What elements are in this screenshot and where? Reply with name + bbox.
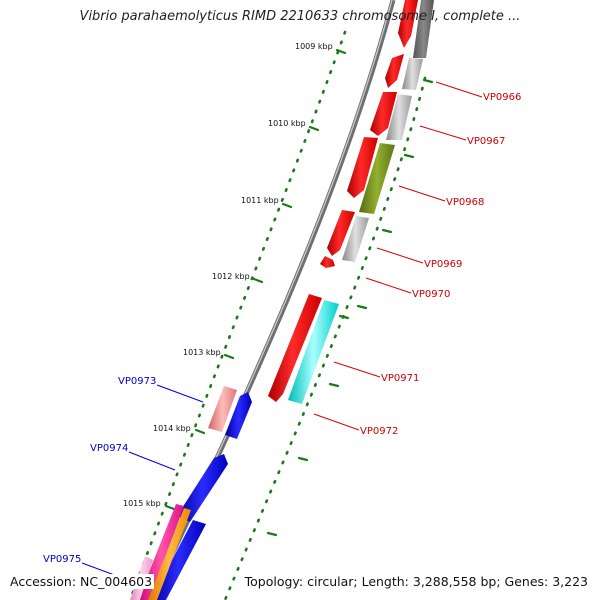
- tick-mark: [335, 48, 347, 55]
- tick-label: 1009 kbp: [295, 42, 333, 51]
- scale-track: [128, 30, 347, 600]
- gene-label-leaders: [81, 81, 483, 581]
- gene-label-vp0967[interactable]: VP0967: [467, 136, 505, 147]
- gene-label-vp0974[interactable]: VP0974: [90, 443, 128, 454]
- gene-arrow[interactable]: [342, 216, 369, 262]
- tick-mark: [266, 531, 278, 537]
- leader-line: [313, 413, 360, 431]
- tick-mark: [356, 304, 368, 310]
- leader-line: [435, 81, 483, 98]
- gene-arrow[interactable]: [347, 137, 378, 198]
- tick-mark: [281, 202, 293, 209]
- gene-arrow[interactable]: [151, 520, 206, 600]
- gene-arrow[interactable]: [177, 454, 228, 522]
- gene-arrow[interactable]: [288, 300, 339, 404]
- map-title: Vibrio parahaemolyticus RIMD 2210633 chr…: [79, 9, 521, 24]
- tick-mark: [164, 504, 176, 511]
- scale-ticks: [164, 48, 347, 511]
- genome-summary-text: Topology: circular; Length: 3,288,558 bp…: [242, 574, 590, 589]
- tick-mark: [297, 456, 309, 462]
- tick-label: 1012 kbp: [212, 272, 250, 281]
- tick-mark: [403, 153, 415, 159]
- gene-arrow[interactable]: [402, 58, 423, 90]
- tick-mark: [338, 314, 350, 320]
- gene-arrow[interactable]: [413, 0, 434, 58]
- leader-line: [333, 361, 381, 378]
- tick-labels: 1009 kbp 1010 kbp 1011 kbp 1012 kbp 1013…: [123, 42, 333, 508]
- gene-label-vp0969[interactable]: VP0969: [424, 259, 462, 270]
- gene-arrow[interactable]: [385, 54, 404, 88]
- gene-arrow[interactable]: [148, 508, 191, 600]
- tick-mark: [223, 353, 235, 360]
- gene-arrow[interactable]: [225, 392, 252, 439]
- gene-arrow[interactable]: [386, 94, 412, 140]
- gene-arrow[interactable]: [327, 210, 355, 256]
- inner-ticks: [266, 78, 434, 537]
- tick-mark: [381, 228, 393, 234]
- leader-line: [376, 247, 424, 264]
- tick-label: 1015 kbp: [123, 499, 161, 508]
- tick-mark: [422, 78, 434, 84]
- leader-line: [128, 451, 176, 471]
- gene-label-vp0973[interactable]: VP0973: [118, 376, 156, 387]
- tick-label: 1011 kbp: [241, 196, 279, 205]
- gene-label-vp0966[interactable]: VP0966: [483, 92, 521, 103]
- gene-label-vp0971[interactable]: VP0971: [381, 373, 419, 384]
- tick-mark: [308, 125, 320, 132]
- gene-label-vp0972[interactable]: VP0972: [360, 426, 398, 437]
- tick-label: 1013 kbp: [183, 348, 221, 357]
- leader-line: [365, 277, 412, 294]
- accession-text: Accession: NC_004603: [8, 574, 155, 589]
- gene-arrow[interactable]: [359, 143, 395, 214]
- gene-arrow[interactable]: [320, 256, 335, 268]
- tick-mark: [252, 277, 264, 284]
- tick-mark: [194, 428, 206, 435]
- gene-arrow[interactable]: [268, 294, 322, 402]
- gene-label-vp0970[interactable]: VP0970: [412, 289, 450, 300]
- leader-line: [419, 125, 467, 141]
- tick-label: 1010 kbp: [268, 119, 306, 128]
- gene-arrow[interactable]: [208, 386, 237, 432]
- gene-labels[interactable]: VP0966 VP0967 VP0968 VP0969 VP0970 VP097…: [43, 92, 521, 565]
- gene-label-vp0975[interactable]: VP0975: [43, 554, 81, 565]
- inner-track: [223, 76, 427, 600]
- tick-mark: [328, 382, 340, 388]
- tick-label: 1014 kbp: [153, 424, 191, 433]
- gene-features[interactable]: [130, 0, 434, 600]
- leader-line: [398, 185, 446, 202]
- gene-arrow[interactable]: [370, 92, 397, 136]
- gene-arrow[interactable]: [398, 0, 418, 48]
- leader-line: [156, 384, 204, 403]
- gene-label-vp0968[interactable]: VP0968: [446, 197, 484, 208]
